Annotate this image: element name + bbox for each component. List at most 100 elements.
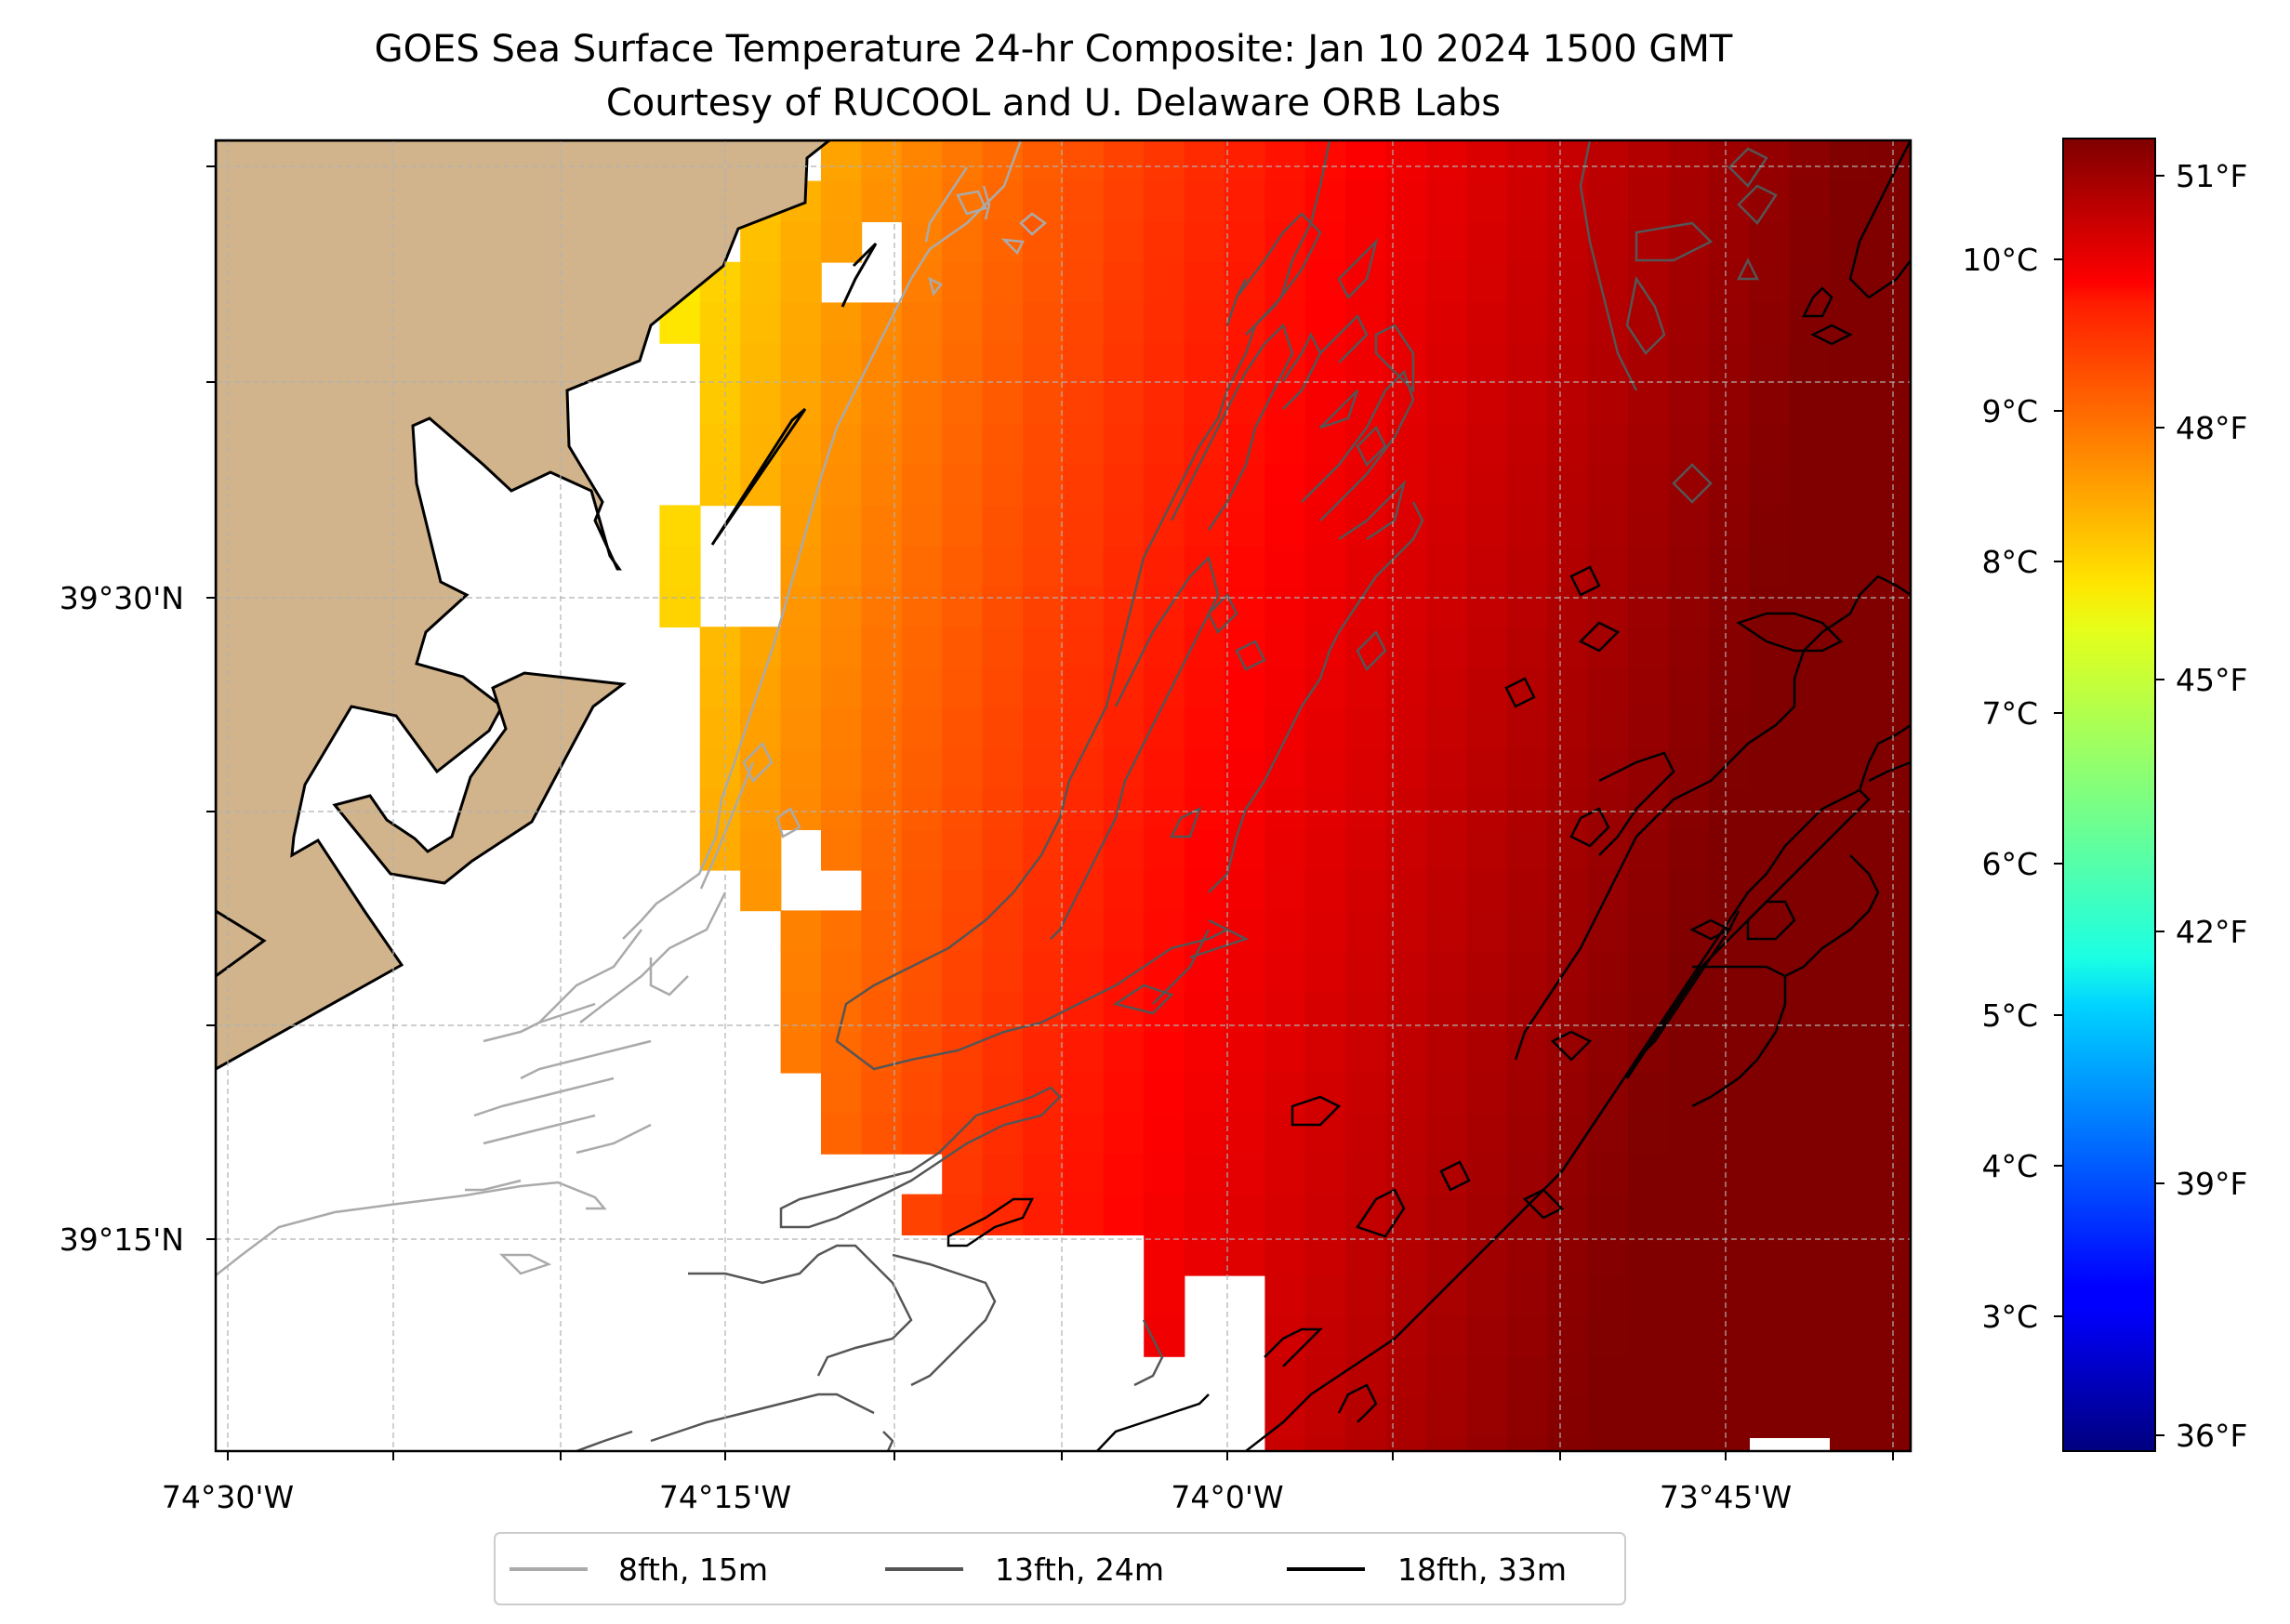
sst-cell bbox=[1466, 140, 1508, 182]
sst-cell bbox=[1385, 667, 1427, 709]
sst-cell bbox=[1506, 1154, 1548, 1195]
sst-cell bbox=[982, 302, 1024, 344]
sst-cell bbox=[1749, 951, 1791, 993]
sst-cell bbox=[1830, 1113, 1872, 1155]
sst-cell bbox=[1547, 1235, 1589, 1276]
sst-cell bbox=[1628, 707, 1670, 749]
sst-cell bbox=[1466, 1072, 1508, 1115]
sst-cell bbox=[901, 464, 943, 507]
sst-cell bbox=[1023, 505, 1065, 547]
sst-cell bbox=[1063, 464, 1105, 507]
sst-cell bbox=[1870, 505, 1911, 547]
sst-cell bbox=[1587, 1032, 1629, 1074]
sst-cell bbox=[1708, 343, 1750, 385]
sst-cell bbox=[1224, 343, 1266, 385]
sst-cell bbox=[1103, 343, 1145, 385]
sst-cell bbox=[1304, 1437, 1346, 1451]
sst-cell bbox=[1749, 261, 1791, 304]
sst-cell bbox=[1587, 546, 1629, 588]
sst-cell bbox=[1304, 829, 1346, 871]
sst-cell bbox=[1304, 586, 1346, 627]
sst-cell bbox=[1466, 627, 1508, 668]
sst-cell bbox=[1587, 1113, 1629, 1155]
sst-cell bbox=[982, 586, 1024, 627]
sst-cell bbox=[821, 464, 863, 507]
sst-cell bbox=[1628, 869, 1670, 912]
sst-cell bbox=[1830, 464, 1872, 507]
sst-cell bbox=[1466, 221, 1508, 263]
sst-cell bbox=[1466, 1194, 1508, 1235]
sst-cell bbox=[1830, 627, 1872, 668]
sst-cell bbox=[1749, 424, 1791, 466]
sst-cell bbox=[1426, 1072, 1468, 1115]
sst-cell bbox=[861, 464, 903, 507]
sst-cell bbox=[1506, 424, 1548, 466]
sst-cell bbox=[1830, 140, 1872, 182]
sst-cell bbox=[901, 302, 943, 344]
sst-cell bbox=[1304, 869, 1346, 912]
sst-cell bbox=[982, 991, 1024, 1033]
colorbar-ticks bbox=[2054, 175, 2164, 1436]
sst-cell bbox=[1184, 1072, 1225, 1115]
sst-cell bbox=[1628, 1072, 1670, 1115]
sst-cell bbox=[1547, 586, 1589, 627]
sst-cell bbox=[1506, 829, 1548, 871]
sst-cell bbox=[1466, 464, 1508, 507]
sst-cell bbox=[1224, 1154, 1266, 1195]
sst-cell bbox=[1426, 343, 1468, 385]
sst-cell bbox=[1304, 1274, 1346, 1317]
sst-cell bbox=[1144, 221, 1185, 263]
sst-cell bbox=[699, 707, 741, 749]
sst-cell bbox=[1023, 424, 1065, 466]
sst-cell bbox=[740, 788, 782, 830]
sst-cell bbox=[1547, 707, 1589, 749]
sst-cell bbox=[1466, 951, 1508, 993]
sst-cell bbox=[1870, 951, 1911, 993]
sst-cell bbox=[901, 910, 943, 952]
y-tick-label: 39°30'N bbox=[60, 580, 184, 616]
sst-cell bbox=[1910, 1356, 1911, 1398]
sst-cell bbox=[1749, 221, 1791, 263]
sst-cell bbox=[1870, 1315, 1911, 1357]
sst-cell bbox=[1870, 1194, 1911, 1235]
sst-cell bbox=[780, 1032, 822, 1074]
sst-cell bbox=[942, 261, 984, 304]
sst-cell bbox=[1830, 383, 1872, 425]
sst-cell bbox=[1345, 505, 1387, 547]
sst-cell bbox=[901, 546, 943, 588]
sst-cell bbox=[1023, 1194, 1065, 1235]
sst-cell bbox=[1385, 627, 1427, 668]
sst-cell bbox=[1506, 1274, 1548, 1317]
sst-cell bbox=[1264, 788, 1306, 830]
sst-cell bbox=[1668, 383, 1710, 425]
x-tick-label: 74°15'W bbox=[659, 1479, 791, 1515]
sst-cell bbox=[1587, 1437, 1629, 1451]
sst-cell bbox=[1385, 1194, 1427, 1235]
sst-cell bbox=[861, 627, 903, 668]
sst-cell bbox=[1023, 546, 1065, 588]
sst-cell bbox=[1830, 1274, 1872, 1317]
sst-cell bbox=[1910, 951, 1911, 993]
sst-cell bbox=[1587, 1396, 1629, 1438]
sst-cell bbox=[1184, 869, 1225, 912]
sst-cell bbox=[821, 1072, 863, 1115]
sst-cell bbox=[699, 829, 741, 871]
sst-cell bbox=[1466, 869, 1508, 912]
sst-cell bbox=[1063, 505, 1105, 547]
sst-cell bbox=[1184, 221, 1225, 263]
sst-cell bbox=[780, 221, 822, 263]
sst-cell bbox=[699, 383, 741, 425]
sst-cell bbox=[1264, 951, 1306, 993]
sst-cell bbox=[1708, 991, 1750, 1033]
sst-cell bbox=[1023, 586, 1065, 627]
sst-cell bbox=[1830, 302, 1872, 344]
sst-cell bbox=[861, 424, 903, 466]
sst-cell bbox=[1506, 505, 1548, 547]
sst-cell bbox=[1708, 748, 1750, 790]
sst-cell bbox=[1628, 1356, 1670, 1398]
sst-cell bbox=[1870, 343, 1911, 385]
sst-cell bbox=[1708, 1194, 1750, 1235]
sst-cell bbox=[1426, 829, 1468, 871]
sst-cell bbox=[1466, 1396, 1508, 1438]
sst-cell bbox=[1830, 546, 1872, 588]
